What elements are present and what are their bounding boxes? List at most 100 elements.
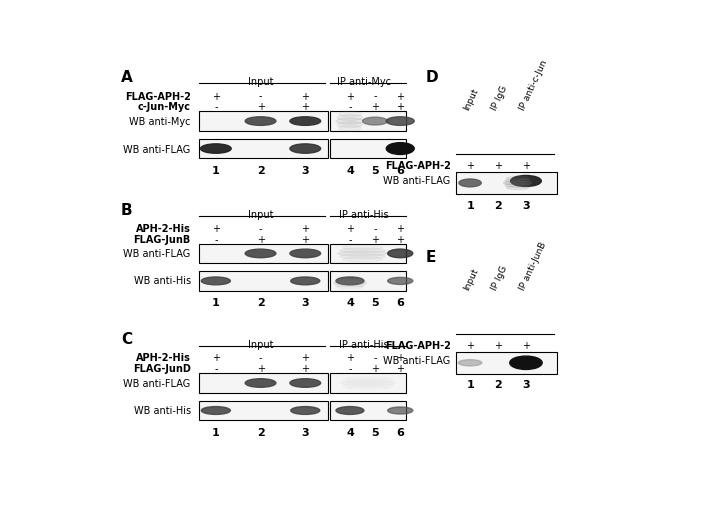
- Text: -: -: [214, 235, 218, 244]
- Ellipse shape: [459, 180, 482, 187]
- Text: 3: 3: [301, 297, 309, 307]
- Ellipse shape: [291, 407, 320, 415]
- Ellipse shape: [388, 407, 413, 414]
- Ellipse shape: [290, 249, 321, 258]
- Ellipse shape: [346, 377, 391, 381]
- Text: IP anti-JunB: IP anti-JunB: [518, 240, 548, 291]
- Text: -: -: [348, 235, 352, 244]
- Text: -: -: [373, 91, 377, 101]
- Bar: [330, 139, 406, 159]
- Text: 4: 4: [346, 166, 354, 176]
- Ellipse shape: [342, 258, 383, 262]
- Ellipse shape: [337, 277, 363, 281]
- Text: 4: 4: [346, 427, 354, 437]
- Ellipse shape: [503, 182, 531, 185]
- Ellipse shape: [505, 179, 530, 183]
- Text: -: -: [259, 353, 262, 363]
- Text: 2: 2: [257, 427, 265, 437]
- Text: FLAG-JunB: FLAG-JunB: [133, 235, 190, 244]
- Text: +: +: [346, 353, 354, 363]
- Text: IP anti-c-Jun: IP anti-c-Jun: [518, 59, 549, 112]
- Ellipse shape: [291, 277, 320, 285]
- Text: 3: 3: [522, 380, 530, 390]
- Text: +: +: [371, 235, 379, 244]
- Text: +: +: [466, 340, 474, 350]
- Text: 6: 6: [397, 166, 404, 176]
- Text: IP anti-His: IP anti-His: [339, 210, 389, 220]
- Text: +: +: [494, 340, 502, 350]
- Ellipse shape: [336, 277, 364, 285]
- Ellipse shape: [506, 177, 528, 181]
- Text: +: +: [301, 363, 309, 373]
- Ellipse shape: [343, 384, 393, 387]
- Ellipse shape: [339, 126, 361, 132]
- Text: -: -: [348, 102, 352, 112]
- Text: Input: Input: [248, 77, 273, 87]
- Text: +: +: [397, 91, 404, 101]
- Text: c-Jun-Myc: c-Jun-Myc: [138, 102, 190, 112]
- Bar: [199, 374, 327, 393]
- Ellipse shape: [290, 145, 321, 154]
- Text: +: +: [466, 161, 474, 171]
- Ellipse shape: [388, 278, 413, 285]
- Bar: [456, 352, 557, 374]
- Text: -: -: [214, 102, 218, 112]
- Ellipse shape: [290, 118, 321, 126]
- Text: FLAG-APH-2: FLAG-APH-2: [125, 91, 190, 101]
- Text: 4: 4: [346, 297, 354, 307]
- Ellipse shape: [336, 407, 364, 415]
- Text: +: +: [257, 363, 265, 373]
- Text: Input: Input: [462, 87, 480, 112]
- Ellipse shape: [388, 249, 413, 258]
- Text: +: +: [301, 224, 309, 234]
- Ellipse shape: [510, 176, 541, 187]
- Text: 3: 3: [301, 427, 309, 437]
- Text: D: D: [425, 70, 438, 84]
- Ellipse shape: [363, 118, 388, 126]
- Ellipse shape: [245, 118, 276, 126]
- Text: +: +: [212, 353, 220, 363]
- Ellipse shape: [340, 254, 385, 259]
- Text: +: +: [522, 340, 530, 350]
- Text: +: +: [494, 161, 502, 171]
- Ellipse shape: [386, 144, 415, 155]
- Text: +: +: [212, 91, 220, 101]
- Text: +: +: [397, 102, 404, 112]
- Ellipse shape: [337, 286, 363, 289]
- Ellipse shape: [201, 277, 231, 285]
- Text: WB anti-His: WB anti-His: [133, 406, 190, 416]
- Ellipse shape: [343, 379, 393, 383]
- Text: FLAG-APH-2: FLAG-APH-2: [385, 340, 451, 350]
- Text: 5: 5: [371, 427, 379, 437]
- Text: +: +: [257, 235, 265, 244]
- Text: +: +: [397, 363, 404, 373]
- Text: -: -: [373, 224, 377, 234]
- Text: 2: 2: [257, 297, 265, 307]
- Text: 1: 1: [212, 427, 220, 437]
- Bar: [330, 244, 406, 264]
- Text: +: +: [212, 224, 220, 234]
- Text: -: -: [259, 91, 262, 101]
- Text: +: +: [301, 102, 309, 112]
- Text: 2: 2: [494, 380, 502, 390]
- Text: -: -: [373, 353, 377, 363]
- Ellipse shape: [346, 386, 391, 390]
- Ellipse shape: [333, 281, 367, 285]
- Bar: [199, 401, 327, 420]
- Ellipse shape: [340, 381, 396, 385]
- Text: Input: Input: [462, 266, 480, 291]
- Text: -: -: [259, 224, 262, 234]
- Text: +: +: [397, 353, 404, 363]
- Bar: [199, 271, 327, 291]
- Ellipse shape: [290, 379, 321, 387]
- Text: +: +: [397, 235, 404, 244]
- Text: 3: 3: [522, 200, 530, 210]
- Text: +: +: [257, 102, 265, 112]
- Bar: [330, 271, 406, 291]
- Text: WB anti-FLAG: WB anti-FLAG: [123, 144, 190, 154]
- Bar: [199, 112, 327, 132]
- Ellipse shape: [340, 248, 385, 253]
- Bar: [456, 173, 557, 194]
- Ellipse shape: [337, 251, 388, 257]
- Text: 5: 5: [371, 297, 379, 307]
